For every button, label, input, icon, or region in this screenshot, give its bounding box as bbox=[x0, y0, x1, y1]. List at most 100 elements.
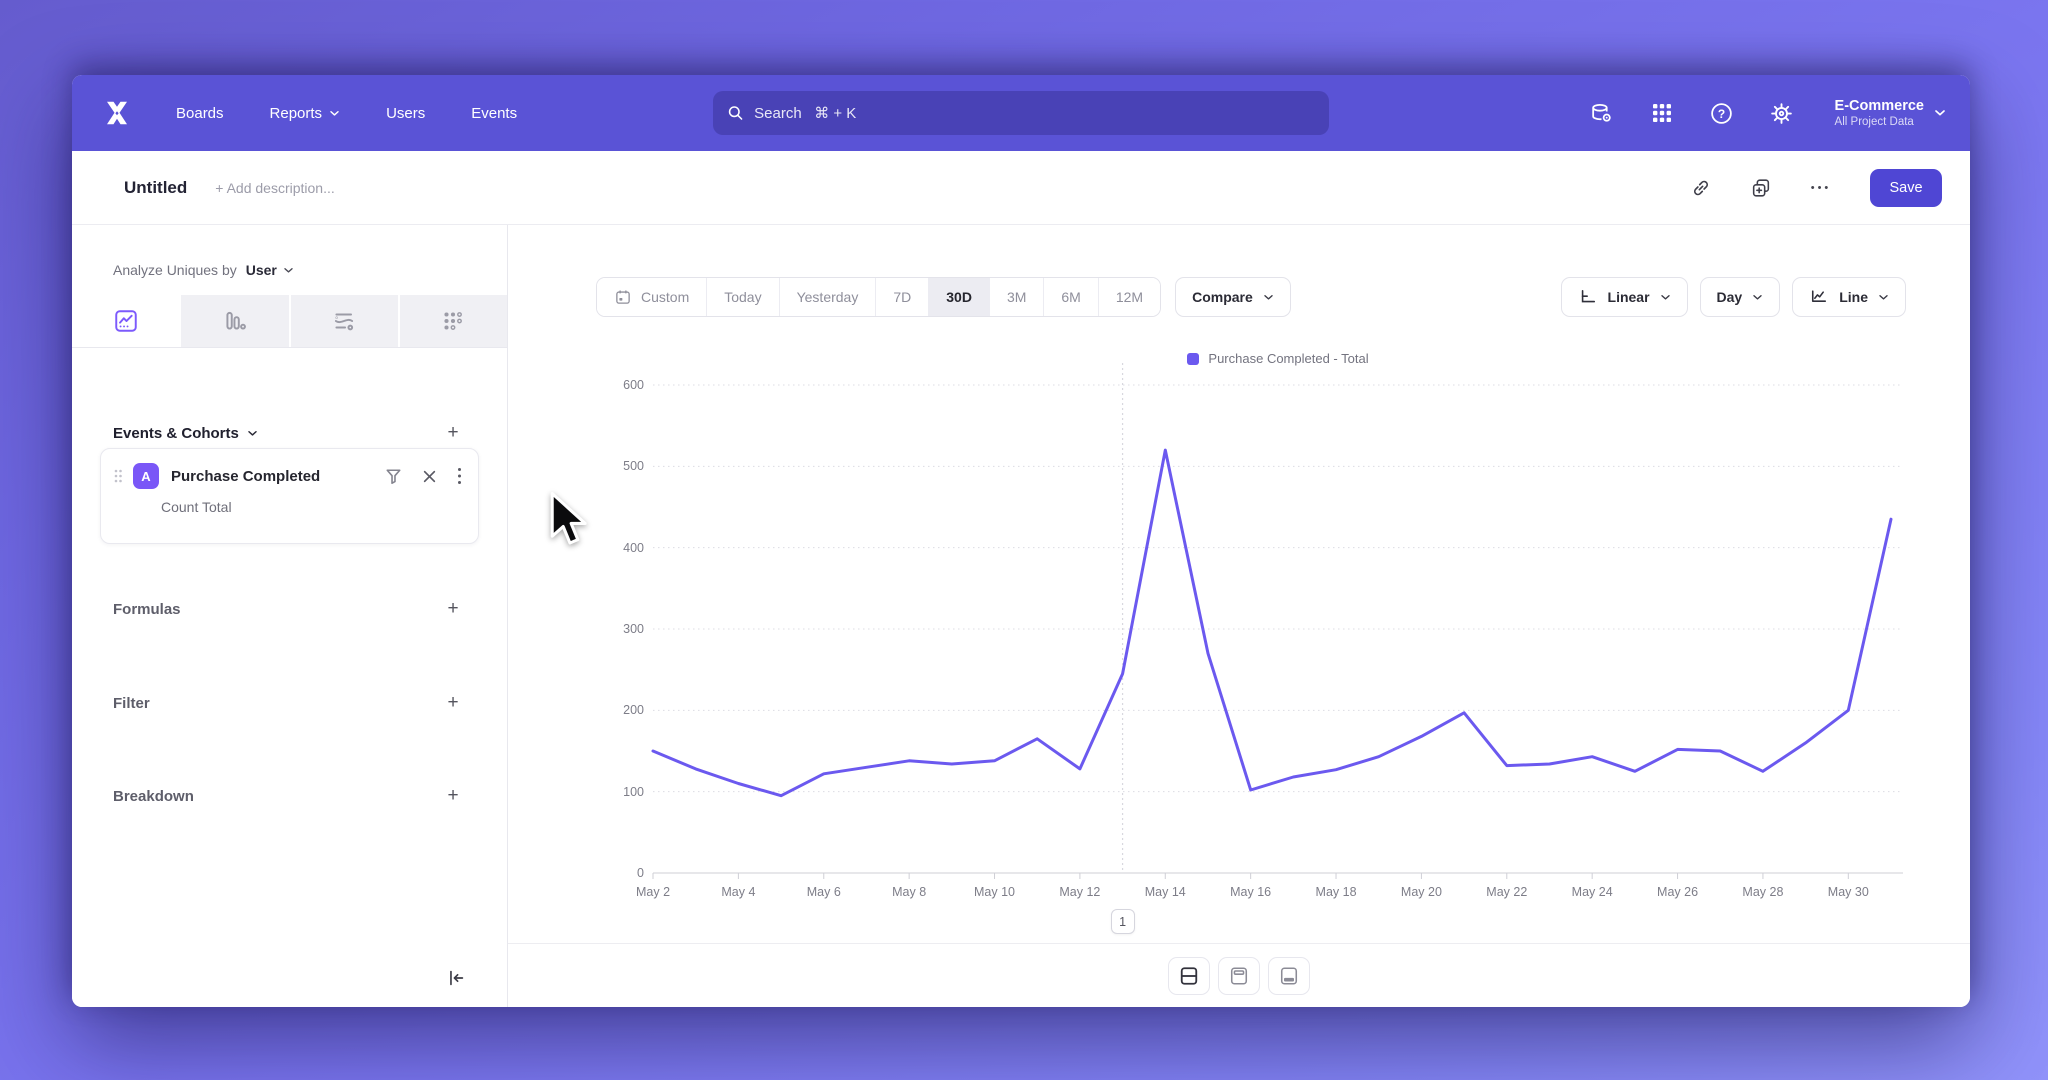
app-window: Boards Reports Users Events bbox=[72, 75, 1970, 1007]
project-selector[interactable]: E-Commerce All Project Data bbox=[1835, 98, 1946, 128]
range-7d[interactable]: 7D bbox=[876, 278, 930, 316]
range-custom[interactable]: Custom bbox=[597, 278, 708, 316]
add-breakdown-button[interactable]: + bbox=[447, 785, 459, 806]
calendar-icon bbox=[616, 290, 630, 304]
x-tick-label: May 12 bbox=[1059, 885, 1101, 899]
search-icon bbox=[728, 106, 743, 120]
nav-item-users[interactable]: Users bbox=[386, 105, 425, 122]
save-button[interactable]: Save bbox=[1870, 168, 1942, 207]
add-formula-button[interactable]: + bbox=[447, 598, 459, 619]
analyze-uniques-row: Analyze Uniques by User bbox=[113, 262, 294, 278]
x-tick-label: May 26 bbox=[1657, 885, 1699, 899]
nav-item-boards[interactable]: Boards bbox=[176, 105, 224, 122]
chart-controls-row: Custom Today Yesterday 7D 30D 3M 6M 12M … bbox=[596, 277, 1906, 317]
event-card[interactable]: A Purchase Completed Count Total bbox=[100, 448, 479, 544]
annotation-marker[interactable]: 1 bbox=[1110, 909, 1135, 934]
scale-dropdown[interactable]: Linear bbox=[1560, 277, 1688, 317]
report-title-bar: Untitled + Add description... ••• Save bbox=[72, 151, 1970, 225]
formulas-label: Formulas bbox=[113, 600, 181, 618]
link-icon bbox=[1694, 180, 1708, 195]
collapse-sidebar-button[interactable] bbox=[441, 963, 471, 993]
add-description-field[interactable]: + Add description... bbox=[215, 179, 335, 196]
copy-link-button[interactable] bbox=[1684, 171, 1718, 205]
filter-funnel-icon[interactable] bbox=[385, 468, 402, 485]
x-tick-label: May 18 bbox=[1315, 885, 1357, 899]
compare-label: Compare bbox=[1192, 289, 1253, 305]
range-label: 3M bbox=[1006, 289, 1027, 305]
compare-dropdown[interactable]: Compare bbox=[1175, 277, 1291, 317]
chevron-down-icon bbox=[1935, 110, 1945, 116]
retention-dots-icon bbox=[444, 312, 463, 330]
help-icon[interactable]: ? bbox=[1709, 100, 1735, 126]
events-cohorts-title[interactable]: Events & Cohorts bbox=[113, 425, 258, 442]
view-layout-toolbar bbox=[508, 943, 1970, 1007]
nav-item-label: Boards bbox=[176, 104, 224, 122]
event-name[interactable]: Purchase Completed bbox=[171, 467, 321, 485]
chevron-down-icon bbox=[330, 110, 339, 116]
events-cohorts-label: Events & Cohorts bbox=[113, 424, 239, 442]
report-title[interactable]: Untitled bbox=[124, 177, 188, 197]
chart-panel: Custom Today Yesterday 7D 30D 3M 6M 12M … bbox=[508, 225, 1970, 1007]
insights-line-chart-icon bbox=[114, 310, 137, 332]
project-scope: All Project Data bbox=[1834, 116, 1914, 128]
mixpanel-logo-icon[interactable] bbox=[100, 96, 134, 130]
x-tick-label: May 28 bbox=[1742, 885, 1784, 899]
nav-item-reports[interactable]: Reports bbox=[270, 105, 341, 122]
drag-handle-icon[interactable] bbox=[113, 468, 123, 484]
layout-chart-only-button[interactable] bbox=[1218, 956, 1260, 995]
search-input[interactable] bbox=[754, 104, 1315, 122]
nav-item-events[interactable]: Events bbox=[471, 105, 517, 122]
range-label: Today bbox=[724, 289, 762, 305]
analyze-entity-dropdown[interactable]: User bbox=[245, 262, 277, 278]
range-yesterday[interactable]: Yesterday bbox=[779, 278, 877, 316]
tab-retention[interactable] bbox=[399, 295, 507, 347]
breakdown-section: Breakdown + bbox=[113, 783, 466, 809]
chevron-down-icon bbox=[1264, 294, 1273, 300]
chart-type-dropdown[interactable]: Line bbox=[1792, 277, 1906, 317]
x-tick-label: May 20 bbox=[1400, 885, 1442, 899]
funnels-bars-icon bbox=[226, 311, 246, 330]
settings-gear-icon[interactable] bbox=[1769, 100, 1795, 126]
layout-split-view-button[interactable] bbox=[1168, 956, 1210, 995]
chevron-down-icon bbox=[1660, 294, 1670, 300]
x-tick-label: May 6 bbox=[806, 885, 841, 899]
chart-legend[interactable]: Purchase Completed - Total bbox=[653, 351, 1903, 366]
date-range-selector: Custom Today Yesterday 7D 30D 3M 6M 12M bbox=[596, 277, 1162, 317]
data-management-icon[interactable] bbox=[1589, 100, 1615, 126]
range-label: 30D bbox=[946, 289, 972, 305]
kebab-menu-icon[interactable] bbox=[457, 467, 462, 485]
x-tick-label: May 16 bbox=[1230, 885, 1272, 899]
more-options-button[interactable]: ••• bbox=[1804, 171, 1838, 205]
global-search[interactable] bbox=[713, 91, 1329, 135]
tab-funnels[interactable] bbox=[181, 295, 289, 347]
interval-dropdown[interactable]: Day bbox=[1699, 277, 1781, 317]
query-builder-sidebar: Analyze Uniques by User bbox=[72, 225, 508, 1007]
range-3m[interactable]: 3M bbox=[989, 278, 1045, 316]
range-label: 12M bbox=[1115, 289, 1144, 305]
add-event-button[interactable]: + bbox=[447, 422, 459, 443]
nav-item-label: Reports bbox=[269, 104, 323, 122]
chart-type-label: Line bbox=[1839, 289, 1868, 305]
y-tick-label: 300 bbox=[623, 622, 644, 636]
range-30d[interactable]: 30D bbox=[929, 278, 990, 316]
range-6m[interactable]: 6M bbox=[1044, 278, 1099, 316]
x-tick-label: May 8 bbox=[892, 885, 927, 899]
tab-insights[interactable] bbox=[72, 295, 180, 347]
layout-table-bottom-button[interactable] bbox=[1268, 956, 1310, 995]
range-today[interactable]: Today bbox=[707, 278, 780, 316]
event-metric[interactable]: Count Total bbox=[161, 499, 232, 515]
range-12m[interactable]: 12M bbox=[1098, 278, 1161, 316]
add-filter-button[interactable]: + bbox=[447, 692, 459, 713]
chart-type-tabs bbox=[72, 295, 507, 348]
x-tick-label: May 2 bbox=[635, 885, 671, 899]
svg-text:?: ? bbox=[1718, 106, 1725, 120]
annotation-layer: 1 bbox=[653, 909, 1903, 935]
range-label: 7D bbox=[893, 289, 912, 305]
filter-section: Filter + bbox=[113, 690, 466, 716]
plot-area[interactable] bbox=[651, 363, 1903, 879]
remove-event-icon[interactable] bbox=[422, 469, 437, 484]
duplicate-button[interactable] bbox=[1744, 171, 1778, 205]
tab-flows[interactable] bbox=[290, 295, 398, 347]
x-tick-label: May 14 bbox=[1144, 885, 1186, 899]
apps-grid-icon[interactable] bbox=[1649, 100, 1675, 126]
